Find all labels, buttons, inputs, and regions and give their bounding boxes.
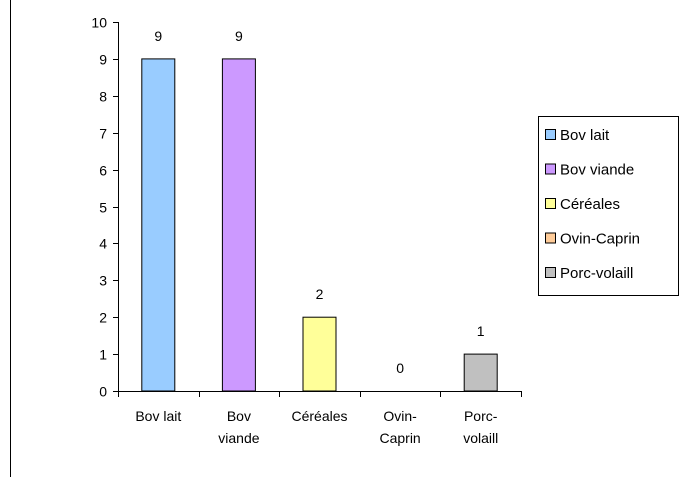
data-label-1: 9 <box>154 28 162 44</box>
y-tick-label: 9 <box>99 52 107 68</box>
y-tick-label: 1 <box>99 347 107 363</box>
x-tick-label-4-line-1: Ovin- <box>383 408 417 424</box>
bar-2 <box>221 58 256 392</box>
y-tick-label: 3 <box>99 273 107 289</box>
legend-swatch-2 <box>545 163 556 175</box>
legend-label-2: Bov viande <box>560 162 634 179</box>
legend: Bov lait Bov viande Céréales Ovin-Caprin Por… <box>538 116 679 296</box>
x-tick-label-1: Bov lait <box>135 408 181 424</box>
data-label-5: 1 <box>477 323 485 339</box>
y-tick-label: 4 <box>99 236 107 252</box>
legend-label-4: Ovin-Caprin <box>560 231 640 248</box>
x-tick-label-4-line-2: Caprin <box>379 430 420 446</box>
legend-swatch-1 <box>545 129 556 140</box>
legend-swatch-3 <box>545 198 556 209</box>
y-tick-label: 7 <box>99 126 107 142</box>
x-tick-label-5-line-2: volaill <box>463 430 498 446</box>
x-tick-label-2-line-1: Bov <box>227 408 251 424</box>
legend-box <box>538 116 679 296</box>
x-tick-label-2-line-2: viande <box>218 430 259 446</box>
y-tick-label: 5 <box>99 200 107 216</box>
legend-label-1: Bov lait <box>560 127 610 144</box>
bar-1 <box>141 58 176 392</box>
y-tick-label: 0 <box>99 384 107 400</box>
y-tick-label: 6 <box>99 163 107 179</box>
legend-swatch-4 <box>545 232 556 244</box>
x-tick-label-5-line-1: Porc- <box>464 408 498 424</box>
legend-label-5: Porc-volaill <box>560 265 633 282</box>
data-label-2: 9 <box>235 28 243 44</box>
bar-3 <box>302 316 337 392</box>
bar-5 <box>463 353 498 392</box>
y-tick-label: 2 <box>99 310 107 326</box>
y-tick-label: 8 <box>99 89 107 105</box>
data-label-3: 2 <box>316 286 324 302</box>
legend-swatch-5 <box>545 267 556 278</box>
data-label-4: 0 <box>396 360 404 376</box>
y-tick-label: 10 <box>91 15 107 31</box>
legend-label-3: Céréales <box>560 196 620 213</box>
x-tick-label-3: Céréales <box>291 408 347 424</box>
